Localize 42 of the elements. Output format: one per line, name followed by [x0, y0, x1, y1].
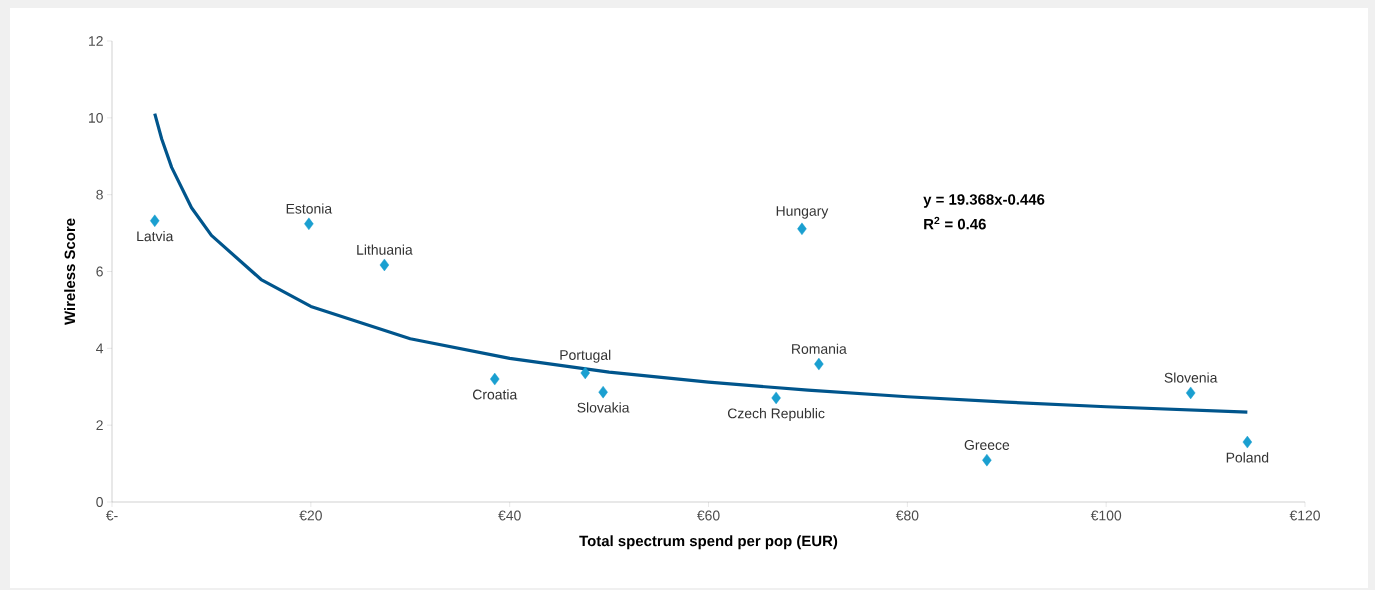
x-tick-label: €120	[1289, 510, 1320, 521]
x-axis-title: Total spectrum spend per pop (EUR)	[579, 535, 838, 550]
y-axis-title: Wireless Score	[64, 218, 76, 325]
point	[580, 366, 590, 380]
point	[771, 391, 781, 405]
y-tick-label: 10	[89, 112, 103, 123]
y-tick-label: 8	[96, 189, 103, 200]
point	[1242, 435, 1253, 449]
point	[982, 453, 992, 467]
annotation: y = 19.368x-0.446	[923, 194, 1045, 208]
annotation: Poland	[1226, 452, 1269, 463]
point	[490, 372, 500, 386]
annotation: Slovakia	[577, 402, 630, 413]
y-tick-label: 2	[96, 420, 103, 431]
y-tick-label: 6	[96, 266, 103, 277]
annotation: Slovenia	[1164, 372, 1218, 383]
annotation: Czech Republic	[727, 408, 825, 422]
point	[304, 217, 314, 231]
point	[797, 222, 807, 236]
annotation: Romania	[792, 343, 847, 354]
x-tick-label: €40	[498, 510, 521, 521]
annotation: Latvia	[137, 230, 174, 242]
x-tick-label: €-	[105, 510, 118, 521]
annotation: Estonia	[286, 203, 333, 214]
annotation: Lithuania	[357, 244, 413, 255]
annotation: Hungary	[776, 206, 829, 219]
y-tick-label: 12	[89, 36, 103, 46]
point	[379, 258, 390, 272]
y-tick-label: 4	[96, 343, 104, 354]
y-tick-label: 0	[96, 497, 103, 507]
annotation: Croatia	[472, 389, 518, 400]
annotation: Greece	[964, 440, 1010, 450]
x-tick-label: €60	[696, 510, 720, 521]
x-tick-label: €100	[1090, 510, 1122, 521]
x-tick-label: €20	[299, 510, 322, 521]
point	[150, 214, 160, 227]
x-tick-label: €80	[895, 510, 919, 521]
annotation: Portugal	[560, 349, 611, 363]
point	[1185, 386, 1196, 400]
text: R$^{2}$ = 0.46	[924, 216, 986, 230]
point	[814, 357, 824, 371]
point	[598, 385, 608, 399]
